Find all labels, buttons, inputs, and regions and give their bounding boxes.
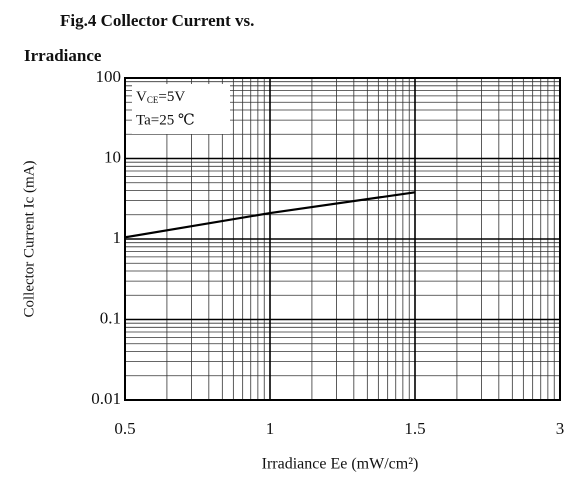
x-tick-label: 0.5 bbox=[114, 419, 135, 438]
annotation-part: V bbox=[136, 89, 147, 105]
y-tick-label: 0.1 bbox=[100, 308, 121, 327]
annotation-part: =5V bbox=[158, 89, 185, 105]
x-tick-label: 1.5 bbox=[404, 419, 425, 438]
plot-frame bbox=[124, 77, 561, 401]
x-axis-label: Irradiance Ee (mW/cm²) bbox=[262, 456, 419, 473]
data-line bbox=[124, 191, 416, 239]
grid bbox=[124, 77, 561, 401]
y-tick-label: 10 bbox=[104, 147, 121, 166]
y-tick-label: 100 bbox=[96, 67, 122, 86]
annotation: VCE=5V bbox=[136, 89, 185, 105]
annotation: Ta=25 ℃ bbox=[136, 112, 195, 128]
chart-title: Irradiance bbox=[24, 46, 102, 65]
x-tick-label: 3 bbox=[556, 419, 565, 438]
y-axis-label: Collector Current Ic (mA) bbox=[21, 160, 37, 317]
chart-title: Fig.4 Collector Current vs. bbox=[60, 11, 254, 30]
annotation-part: CE bbox=[147, 95, 159, 105]
annotation-box bbox=[132, 84, 230, 134]
x-tick-label: 1 bbox=[266, 419, 275, 438]
y-tick-label: 0.01 bbox=[91, 389, 121, 408]
y-tick-label: 1 bbox=[113, 228, 122, 247]
